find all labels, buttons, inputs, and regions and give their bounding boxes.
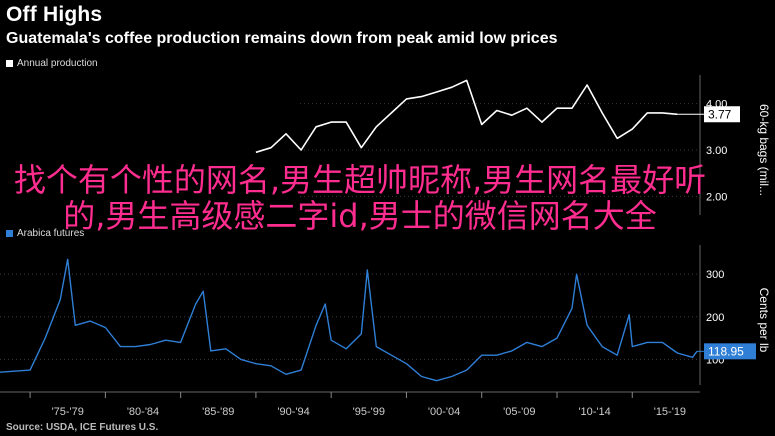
x-tick-label: '15-'19 [654,406,686,418]
legend-arabica: Arabica futures [6,228,84,239]
production-series-line [255,79,678,154]
chart-subtitle: Guatemala's coffee production remains do… [6,30,558,47]
production-ytick-label: 3.00 [706,145,727,157]
production-last-value-label: 3.77 [708,107,732,121]
x-tick-label: '05-'09 [503,406,535,418]
arabica-ylabel: Cents per lb [757,288,771,353]
arabica-last-value-box [704,343,756,360]
x-tick-label: '95-'99 [353,406,385,418]
legend-label-arabica: Arabica futures [17,228,85,239]
legend-swatch-production [6,60,13,67]
chart-title: Off Highs [6,3,103,26]
x-tick-label: '10-'14 [578,406,610,418]
production-ylabel: 60-kg bags (mil... [757,104,771,196]
x-tick-label: '75-'79 [52,406,84,418]
arabica-series-line [0,258,698,382]
watermark-text: 找个有个性的网名,男生超帅昵称,男生网名最好听的,男生高级感二字id,男士的微信… [13,161,707,235]
x-tick-label: '80-'84 [127,406,159,418]
x-tick-label: '85-'89 [202,406,234,418]
source-note: Source: USDA, ICE Futures U.S. [6,422,159,433]
arabica-ytick-label: 300 [706,269,724,281]
production-ytick-label: 2.00 [706,191,727,203]
x-tick-label: '00-'04 [428,406,460,418]
arabica-last-value-label: 118.95 [708,344,744,358]
legend-label-production: Annual production [17,58,98,69]
production-last-value-box [704,106,740,123]
legend-swatch-arabica [6,230,13,237]
legend-production: Annual production [6,58,98,69]
x-tick-label: '90-'94 [277,406,309,418]
arabica-ytick-label: 200 [706,312,724,324]
